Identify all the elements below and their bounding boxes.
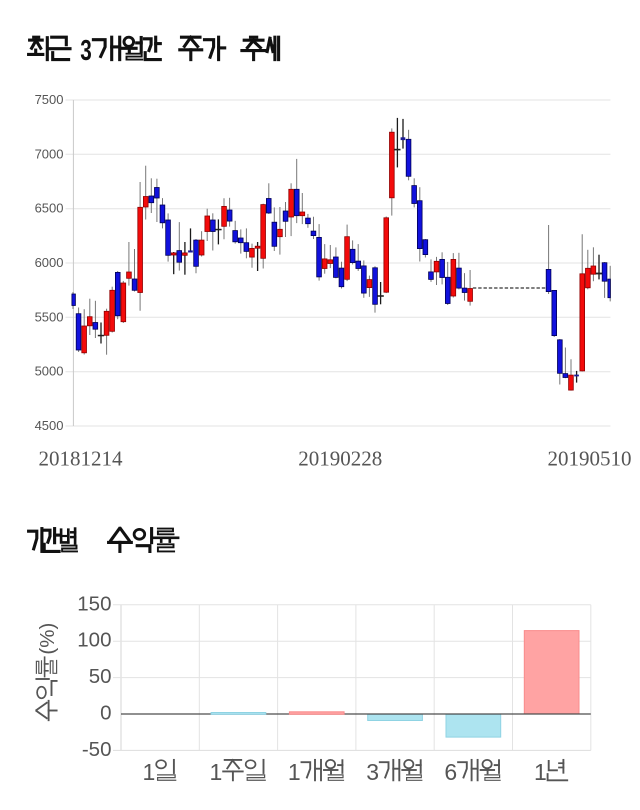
svg-text:150: 150: [77, 592, 111, 615]
svg-text:6: 6: [444, 759, 457, 785]
svg-text:1: 1: [288, 759, 301, 785]
svg-text:3: 3: [366, 759, 379, 785]
svg-text:3: 3: [80, 35, 92, 67]
svg-text:20181214: 20181214: [39, 447, 124, 471]
svg-text:7000: 7000: [35, 146, 64, 161]
svg-text:7500: 7500: [35, 92, 64, 107]
svg-text:50: 50: [89, 665, 112, 688]
svg-text:1: 1: [210, 759, 223, 785]
svg-text:-50: -50: [82, 738, 112, 761]
svg-text:6500: 6500: [35, 201, 64, 216]
svg-text:0: 0: [100, 702, 111, 725]
svg-text:(%): (%): [36, 623, 59, 655]
svg-text:6000: 6000: [35, 255, 64, 270]
svg-text:20190228: 20190228: [298, 447, 382, 471]
svg-text:1: 1: [534, 759, 547, 785]
svg-text:1: 1: [143, 759, 156, 785]
svg-text:5500: 5500: [35, 309, 64, 324]
svg-text:5000: 5000: [35, 364, 64, 379]
svg-text:100: 100: [77, 629, 111, 652]
svg-text:20190510: 20190510: [548, 447, 632, 471]
svg-text:4500: 4500: [35, 418, 64, 433]
